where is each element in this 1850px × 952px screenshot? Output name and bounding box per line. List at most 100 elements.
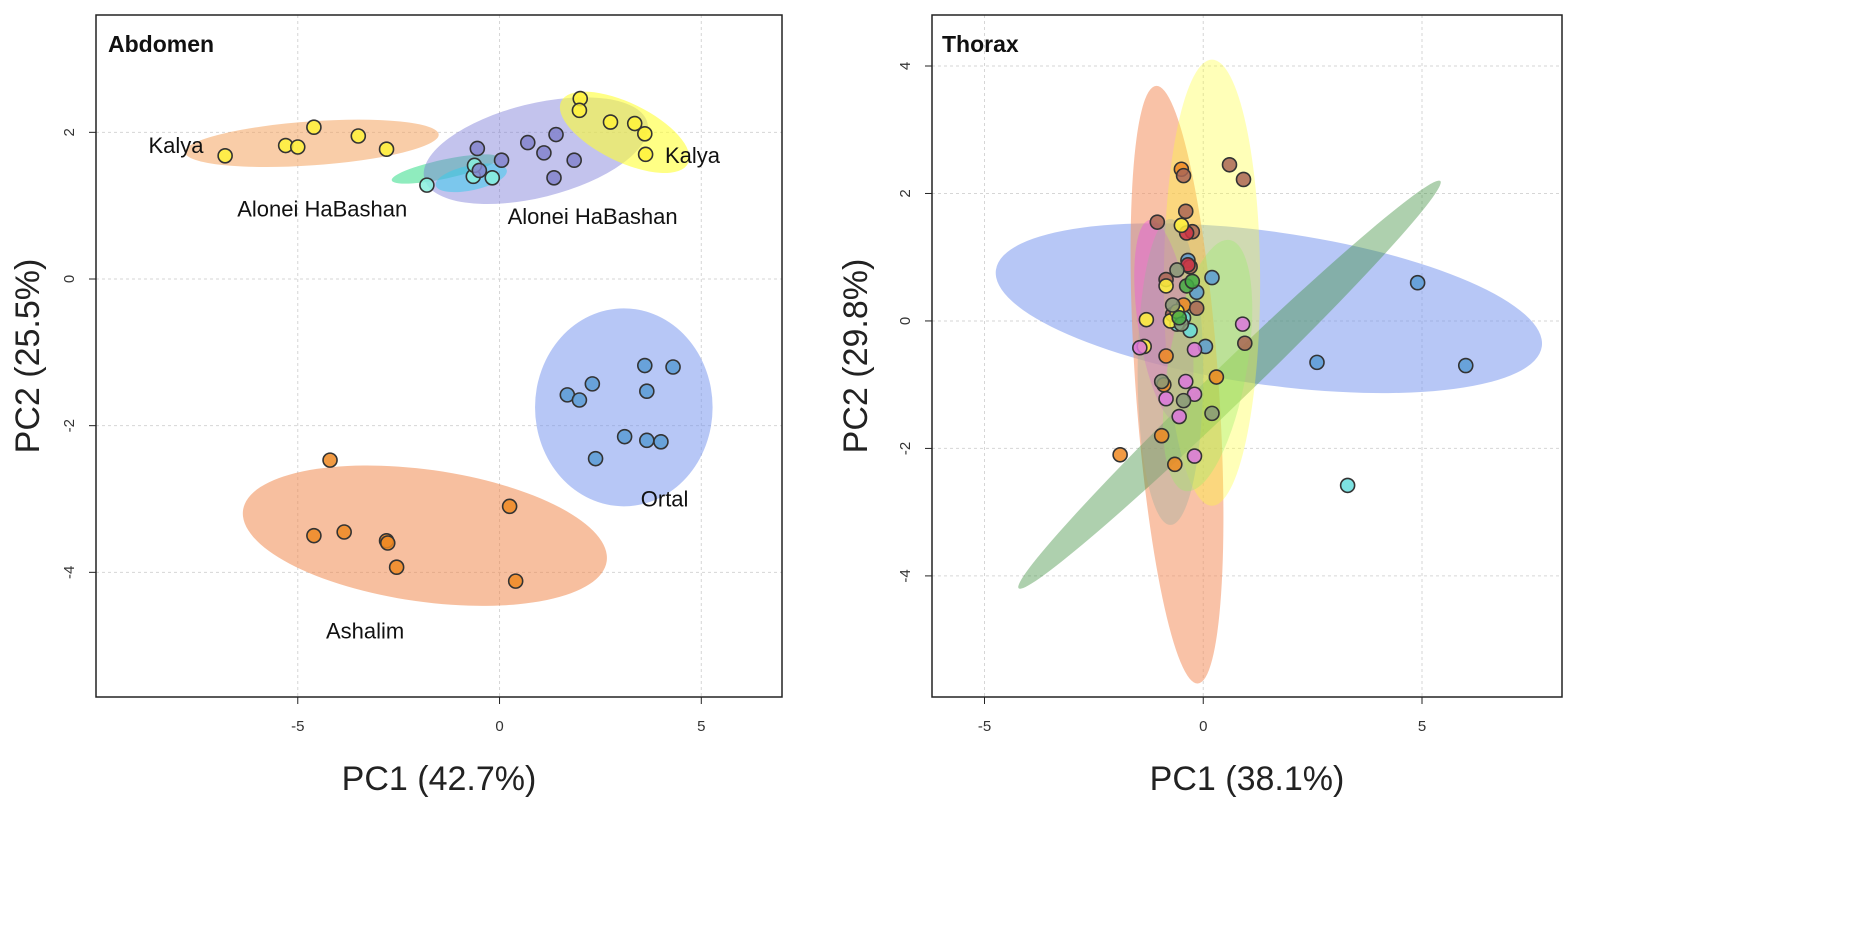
data-point-pink-group [1186,341,1203,358]
data-point-pink-group [1186,448,1203,464]
annotation-label: Kalya [665,143,721,168]
data-point-pink-group [1234,316,1251,332]
annotation-label: Kalya [148,133,204,158]
data-point-ashalim [322,452,338,468]
annotation-label: Alonei HaBashan [508,204,678,229]
data-point-gray-green-group [1204,405,1220,422]
data-point-orange-group [1153,427,1170,444]
data-point-ortal [616,428,633,445]
data-point-kalya-east [637,146,654,163]
data-point-pink-group [1132,339,1148,356]
y-tick-label: -2 [897,442,914,455]
data-point-alonei-habashan-west [419,177,435,193]
annotation-label: Ashalim [326,618,404,643]
data-point-ortal [653,433,669,450]
data-point-blue-group [1457,357,1474,374]
y-tick-label: -4 [897,569,914,582]
data-point-brown-group [1221,156,1238,173]
data-point-ortal [665,359,681,375]
x-tick-label: 5 [1418,718,1426,735]
data-point-ashalim [388,559,405,576]
data-point-kalya-east [626,115,643,132]
data-point-kalya-west [217,148,233,164]
data-point-gray-green-group [1153,373,1170,390]
data-point-ashalim [379,535,396,551]
x-tick-label: 5 [697,718,705,735]
data-point-orange-group [1158,348,1174,364]
data-point-brown-group [1235,171,1252,188]
data-point-ashalim [501,498,518,515]
data-point-kalya-west [350,128,367,144]
data-point-ortal [639,432,655,449]
x-tick-label: 0 [495,718,503,735]
data-point-ashalim [336,524,352,540]
ellipse-kalya-east [559,91,690,173]
data-point-orange-group [1167,456,1183,473]
data-point-blue-group [1204,269,1220,286]
x-tick-label: -5 [978,718,991,735]
panel-title: Abdomen [108,31,214,57]
y-axis-label: PC2 (29.8%) [837,259,875,454]
ellipse-kalya-west [185,119,439,168]
data-point-alonei-habashan-east [546,170,562,186]
data-point-cyan-group [1339,477,1356,494]
y-tick-label: 4 [897,62,914,70]
data-point-kalya-west [306,119,322,135]
x-axis-label: PC1 (42.7%) [342,760,537,798]
data-point-pink-group [1171,408,1187,425]
data-point-yellow-group [1158,278,1174,294]
data-point-ashalim [306,527,322,544]
data-point-alonei-habashan-east [493,152,510,168]
data-point-alonei-habashan-east [536,145,552,161]
data-point-ortal [571,392,588,408]
data-point-alonei-habashan-west [484,170,501,186]
data-point-green-group [1184,273,1201,290]
ellipse-ashalim [242,465,607,606]
data-point-brown-group [1177,203,1194,220]
data-point-brown-group [1175,167,1192,184]
y-tick-label: -2 [61,419,78,432]
data-point-pink-group [1177,373,1194,390]
data-point-ortal [587,450,604,467]
y-tick-label: -4 [61,566,78,579]
data-point-yellow-group [1173,217,1190,234]
data-point-blue-group [1309,354,1325,371]
data-point-alonei-habashan-east [519,134,536,151]
data-point-gray-green-group [1175,392,1192,409]
data-point-ashalim [507,573,524,589]
ellipse-ortal [535,308,713,507]
ellipse-olive [1137,218,1204,525]
data-point-brown-group [1149,214,1166,230]
y-tick-label: 0 [897,317,914,325]
panel-title: Thorax [942,31,1019,57]
data-point-blue-group [1409,274,1426,291]
annotation-label: Alonei HaBashan [237,197,407,222]
data-point-orange-group [1112,446,1128,463]
data-point-gray-green-group [1164,297,1181,313]
y-tick-label: 2 [61,128,78,136]
data-point-brown-group [1188,300,1205,316]
data-point-ortal [584,376,601,392]
x-axis-label: PC1 (38.1%) [1150,760,1345,798]
x-tick-label: -5 [291,718,304,735]
data-point-green-group [1171,309,1187,326]
data-point-alonei-habashan-east [469,140,486,157]
data-point-yellow-group [1138,311,1155,328]
data-point-brown-group [1237,335,1253,352]
data-point-kalya-east [602,114,619,130]
y-tick-label: 0 [61,275,78,283]
y-axis-label: PC2 (25.5%) [9,259,47,454]
data-point-orange-group [1208,369,1225,385]
data-point-alonei-habashan-east [471,162,488,179]
data-point-ortal [639,383,655,400]
thorax-panel: -5 0 5 -4 -2 0 2 4 Thorax PC1 (38.1%) PC2 (29.8%) [837,14,1563,798]
plot-frame [95,14,783,698]
plot-frame [931,14,1563,698]
data-point-gray-green-group [1169,262,1185,278]
x-tick-label: 0 [1199,718,1207,735]
ellipse-orange [1130,85,1224,684]
y-tick-label: 2 [897,189,914,197]
data-point-alonei-habashan-east [548,126,564,143]
data-point-kalya-west [378,141,395,157]
